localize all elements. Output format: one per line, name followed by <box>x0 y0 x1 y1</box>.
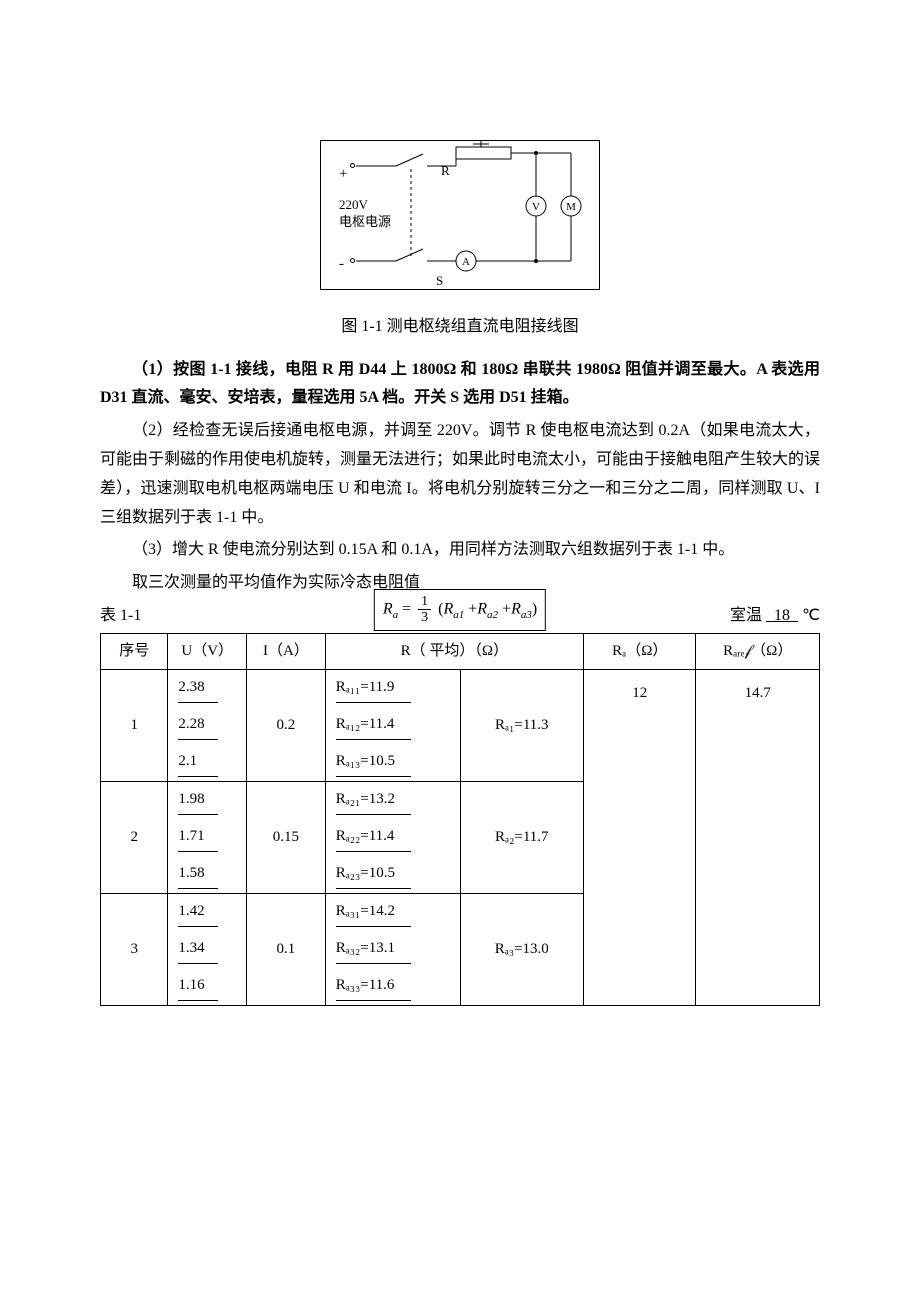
figure-caption: 图 1-1 测电枢绕组直流电阻接线图 <box>100 313 820 342</box>
formula-row: 表 1-1 Ra = 13 (Ra1 +Ra2 +Ra3) 室温 18 ℃ <box>100 602 820 631</box>
circuit-diagram: M V A + - 220V电枢电源 R S <box>100 140 820 301</box>
cell-I: 0.15 <box>247 781 326 893</box>
R-label: R <box>441 159 450 182</box>
table-label: 表 1-1 <box>100 602 141 631</box>
terminal-pos: + <box>339 161 347 188</box>
cell-R: Rₐ₁₂=11.4 <box>325 707 460 744</box>
paragraph-1: （1）按图 1-1 接线，电阻 R 用 D44 上 1800Ω 和 180Ω 串… <box>100 356 820 414</box>
col-seq: 序号 <box>101 633 168 669</box>
cell-seq: 2 <box>101 781 168 893</box>
data-table: 序号 U（V） I（A） R（ 平均）（Ω） Rₐ（Ω） Rₐᵣₑ𝒻（Ω） 12… <box>100 633 820 1006</box>
cell-U: 1.16 <box>168 968 247 1006</box>
room-temp: 室温 18 ℃ <box>730 602 820 631</box>
table-header-row: 序号 U（V） I（A） R（ 平均）（Ω） Rₐ（Ω） Rₐᵣₑ𝒻（Ω） <box>101 633 820 669</box>
formula-box: Ra = 13 (Ra1 +Ra2 +Ra3) <box>374 589 546 631</box>
svg-text:V: V <box>532 201 540 213</box>
cell-seq: 3 <box>101 893 168 1005</box>
cell-Ra-total: 12 <box>584 669 696 1005</box>
cell-seq: 1 <box>101 669 168 781</box>
cell-R: Rₐ₃₁=14.2 <box>325 893 460 931</box>
cell-U: 2.28 <box>168 707 247 744</box>
cell-Ra-avg: Rₐ₂=11.7 <box>460 781 584 893</box>
cell-U: 1.34 <box>168 931 247 968</box>
col-U: U（V） <box>168 633 247 669</box>
cell-U: 1.71 <box>168 819 247 856</box>
source-label: 220V电枢电源 <box>339 197 391 231</box>
cell-I: 0.1 <box>247 893 326 1005</box>
cell-Ra-avg: Rₐ₁=11.3 <box>460 669 584 781</box>
cell-I: 0.2 <box>247 669 326 781</box>
col-I: I（A） <box>247 633 326 669</box>
cell-U: 1.58 <box>168 856 247 894</box>
terminal-neg: - <box>339 251 344 278</box>
col-Raref: Rₐᵣₑ𝒻（Ω） <box>696 633 820 669</box>
col-Ra: Rₐ（Ω） <box>584 633 696 669</box>
cell-U: 2.1 <box>168 744 247 782</box>
paragraph-3: （3）增大 R 使电流分别达到 0.15A 和 0.1A，用同样方法测取六组数据… <box>100 536 820 565</box>
cell-U: 1.42 <box>168 893 247 931</box>
cell-R: Rₐ₂₃=10.5 <box>325 856 460 894</box>
cell-R: Rₐ₂₁=13.2 <box>325 781 460 819</box>
circuit-box: M V A + - 220V电枢电源 R S <box>320 140 600 290</box>
table-row: 12.380.2Rₐ₁₁=11.9Rₐ₁=11.31214.7 <box>101 669 820 707</box>
terminal-dot <box>350 258 355 263</box>
cell-R: Rₐ₁₃=10.5 <box>325 744 460 782</box>
svg-text:A: A <box>462 256 470 268</box>
cell-R: Rₐ₁₁=11.9 <box>325 669 460 707</box>
cell-Raref-total: 14.7 <box>696 669 820 1005</box>
col-R: R（ 平均）（Ω） <box>325 633 583 669</box>
S-label: S <box>436 269 443 292</box>
cell-U: 1.98 <box>168 781 247 819</box>
terminal-dot <box>350 163 355 168</box>
paragraph-2: （2）经检查无误后接通电枢电源，并调至 220V。调节 R 使电枢电流达到 0.… <box>100 417 820 532</box>
cell-U: 2.38 <box>168 669 247 707</box>
cell-R: Rₐ₃₂=13.1 <box>325 931 460 968</box>
cell-R: Rₐ₃₃=11.6 <box>325 968 460 1006</box>
cell-R: Rₐ₂₂=11.4 <box>325 819 460 856</box>
svg-text:M: M <box>566 201 576 213</box>
cell-Ra-avg: Rₐ₃=13.0 <box>460 893 584 1005</box>
